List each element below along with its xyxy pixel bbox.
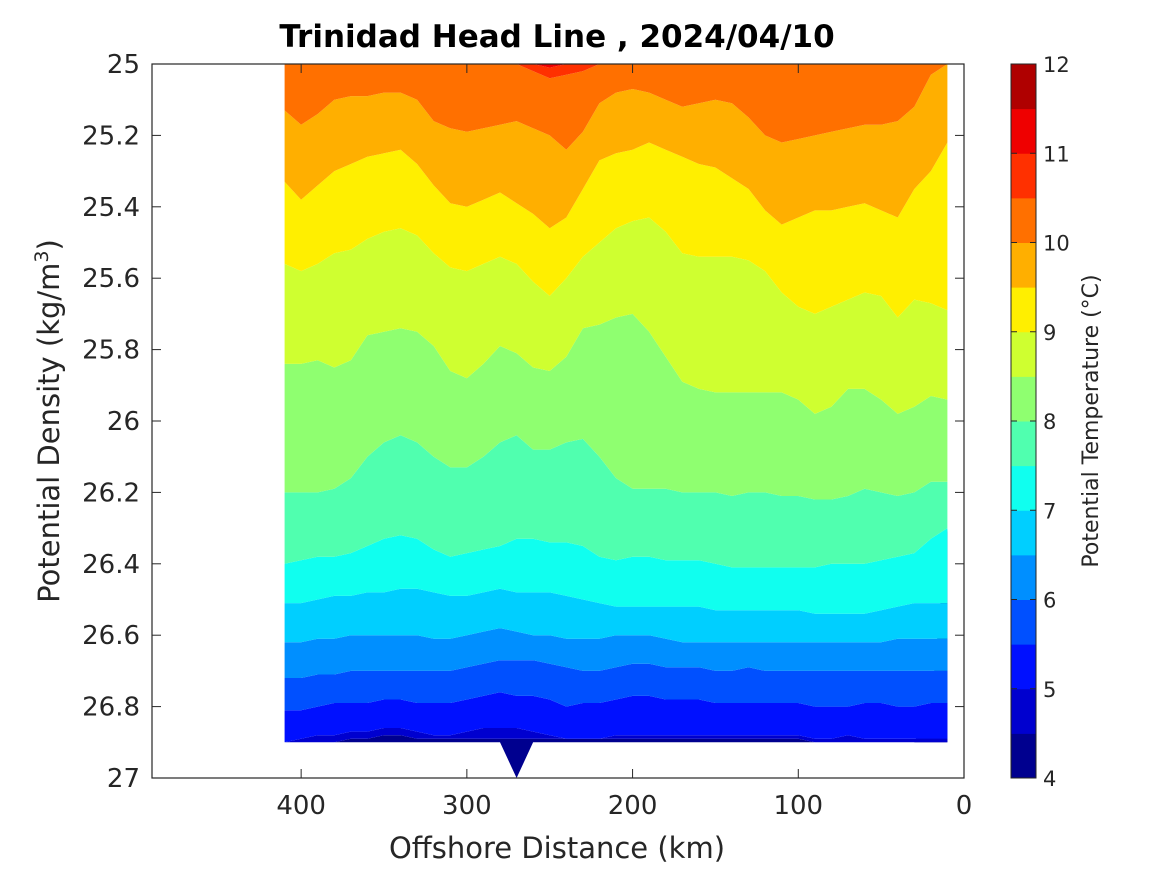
- x-tick-label: 200: [608, 791, 658, 821]
- x-tick-label: 300: [442, 791, 492, 821]
- band-10-10.5: [284, 64, 948, 150]
- colorbar-tick-label: 4: [1043, 767, 1056, 791]
- y-axis-label-close: ): [32, 239, 66, 250]
- band-8-8.5: [284, 313, 948, 500]
- colorbar-tick-label: 10: [1043, 232, 1070, 256]
- colorbar-segment: [1011, 510, 1036, 556]
- band-9-9.5: [284, 142, 948, 318]
- x-tick-label: 400: [276, 791, 326, 821]
- y-axis-label-text: Potential Density (kg/m: [32, 263, 66, 603]
- y-tick-label: 25.6: [82, 264, 140, 294]
- colorbar-tick-label: 9: [1043, 321, 1056, 345]
- y-axis-label-superscript: 3: [31, 250, 53, 262]
- colorbar-segment: [1011, 64, 1036, 110]
- y-axis-label: Potential Density (kg/m3): [31, 239, 66, 603]
- colorbar: 4 5 6 7 8 9 10 11 12: [1010, 53, 1070, 791]
- y-tick-label: 26.2: [82, 478, 140, 508]
- x-axis-label: Offshore Distance (km): [389, 831, 725, 865]
- y-tick-label: 25: [107, 50, 140, 80]
- band-7.5-8: [284, 435, 948, 568]
- colorbar-label: Potential Temperature (°C): [1079, 274, 1104, 567]
- band-4.5-5: [284, 728, 948, 743]
- y-tick-label: 25.4: [82, 193, 140, 223]
- colorbar-segment: [1011, 287, 1036, 333]
- y-tick-label: 26.6: [82, 621, 140, 651]
- band-7-7.5: [284, 528, 948, 614]
- y-tick-label: 26: [107, 407, 140, 437]
- colorbar-segment: [1011, 153, 1036, 199]
- x-axis: 400 300 200 100 0: [276, 64, 972, 821]
- colorbar-tick-label: 8: [1043, 410, 1056, 434]
- y-axis: 25 25.2 25.4 25.6 25.8 26 26.2 26.4 26.6 26.8 27: [82, 50, 964, 794]
- colorbar-tick-label: 6: [1043, 589, 1056, 613]
- x-tick-label: 100: [773, 791, 823, 821]
- y-tick-label: 25.2: [82, 121, 140, 151]
- colorbar-segment: [1011, 644, 1036, 690]
- colorbar-segment: [1011, 242, 1036, 288]
- colorbar-segment: [1011, 197, 1036, 243]
- y-tick-label: 27: [107, 764, 140, 794]
- chart-title: Trinidad Head Line , 2024/04/10: [279, 19, 834, 55]
- contour-fill-layer: [284, 64, 948, 778]
- y-tick-label: 26.4: [82, 550, 140, 580]
- colorbar-tick-label: 11: [1043, 142, 1070, 166]
- colorbar-segment: [1011, 376, 1036, 422]
- y-tick-label: 25.8: [82, 336, 140, 366]
- colorbar-tick-label: 12: [1043, 53, 1070, 77]
- colorbar-segment: [1011, 465, 1036, 511]
- band-5.5-6: [284, 660, 948, 711]
- band-6.5-7: [284, 588, 948, 643]
- band-8.5-9: [284, 217, 948, 414]
- colorbar-segment: [1011, 733, 1036, 779]
- x-tick-label: 0: [956, 791, 973, 821]
- colorbar-tick-label: 5: [1043, 678, 1056, 702]
- band-6-6.5: [284, 628, 948, 678]
- colorbar-segment: [1011, 554, 1036, 600]
- colorbar-segment: [1011, 421, 1036, 467]
- colorbar-segment: [1011, 688, 1036, 734]
- y-tick-label: 26.8: [82, 693, 140, 723]
- colorbar-segment: [1011, 599, 1036, 645]
- colorbar-segment: [1011, 108, 1036, 154]
- band-9.5-10: [284, 64, 948, 229]
- band-5-5.5: [284, 692, 948, 743]
- colorbar-segment: [1011, 331, 1036, 377]
- colorbar-tick-label: 7: [1043, 499, 1056, 523]
